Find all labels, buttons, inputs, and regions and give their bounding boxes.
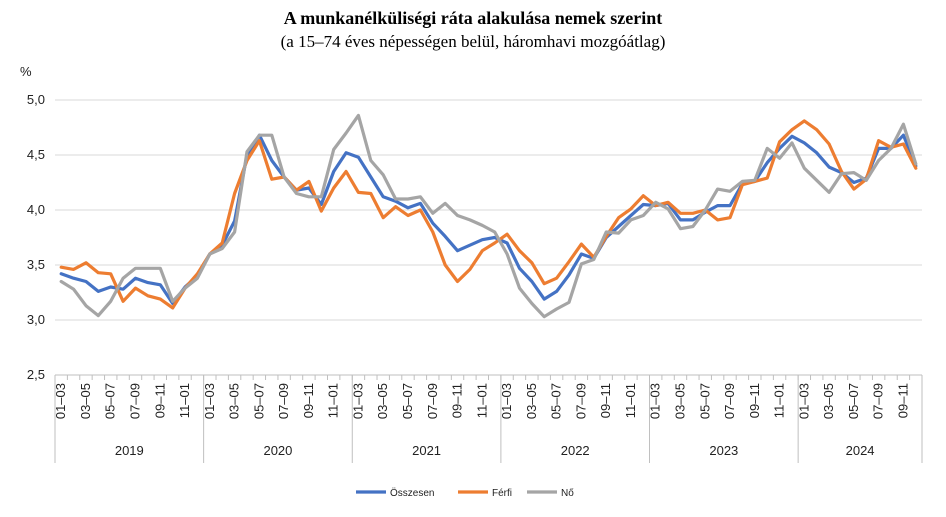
chart-title: A munkanélküliségi ráta alakulása nemek …	[283, 8, 663, 28]
x-tick-label: 09–11	[450, 383, 465, 418]
x-tick-label: 05–07	[549, 383, 564, 419]
x-tick-label: 09–11	[152, 383, 167, 418]
x-tick-label: 05–07	[400, 383, 415, 419]
x-tick-label: 03–05	[524, 383, 539, 419]
x-tick-label: 01–03	[648, 383, 663, 419]
x-year-label: 2024	[846, 443, 875, 458]
x-tick-label: 11–01	[623, 383, 638, 418]
x-tick-label: 09–11	[747, 383, 762, 418]
x-tick-label: 01–03	[202, 383, 217, 419]
x-tick-label: 07–09	[128, 383, 143, 419]
x-year-label: 2020	[263, 443, 292, 458]
x-year-label: 2023	[709, 443, 738, 458]
x-tick-label: 11–01	[177, 383, 192, 418]
series-lines	[59, 113, 918, 319]
y-axis-label: %	[20, 64, 32, 79]
x-tick-label: 09–11	[895, 383, 910, 418]
y-tick-label: 4,5	[27, 147, 45, 162]
x-tick-label: 03–05	[821, 383, 836, 419]
x-tick-label: 09–11	[598, 383, 613, 418]
y-tick-label: 5,0	[27, 92, 45, 107]
gridlines	[55, 99, 922, 321]
x-tick-label: 01–03	[499, 383, 514, 419]
x-tick-label: 07–09	[871, 383, 886, 419]
series-line-1	[59, 133, 918, 306]
x-tick-label: 05–07	[846, 383, 861, 419]
x-tick-label: 11–01	[772, 383, 787, 418]
x-tick-label: 07–09	[276, 383, 291, 419]
x-tick-label: 01–03	[350, 383, 365, 419]
x-tick-label: 05–07	[103, 383, 118, 419]
x-tick-label: 01–03	[796, 383, 811, 419]
x-tick-label: 03–05	[375, 383, 390, 419]
y-tick-label: 4,0	[27, 202, 45, 217]
x-tick-label: 05–07	[251, 383, 266, 419]
x-tick-label: 03–05	[227, 383, 242, 419]
x-tick-label: 01–03	[53, 383, 68, 419]
x-tick-label: 05–07	[697, 383, 712, 419]
y-tick-label: 3,0	[27, 312, 45, 327]
x-tick-label: 07–09	[573, 383, 588, 419]
x-tick-label: 11–01	[474, 383, 489, 418]
x-tick-label: 03–05	[672, 383, 687, 419]
x-year-label: 2021	[412, 443, 441, 458]
legend: Összesen Férfi Nő	[356, 487, 574, 499]
chart-subtitle: (a 15–74 éves népességen belül, háromhav…	[280, 32, 666, 51]
x-tick-label: 09–11	[301, 383, 316, 418]
y-tick-label: 3,5	[27, 257, 45, 272]
x-tick-label: 11–01	[326, 383, 341, 418]
legend-label: Nő	[561, 488, 574, 499]
x-tick-label: 03–05	[78, 383, 93, 419]
x-year-label: 2022	[561, 443, 590, 458]
x-tick-label: 07–09	[722, 383, 737, 419]
legend-label: Férfi	[492, 488, 512, 499]
x-year-label: 2019	[115, 443, 144, 458]
axes: 2,5 3,0 3,5 4,0 4,5 5,0 01–03 03–05 05–07 07–09 09…	[27, 92, 923, 463]
series-line-3	[59, 113, 918, 319]
x-tick-label: 07–09	[425, 383, 440, 419]
y-tick-label: 2,5	[27, 367, 45, 382]
legend-label: Összesen	[390, 487, 434, 499]
